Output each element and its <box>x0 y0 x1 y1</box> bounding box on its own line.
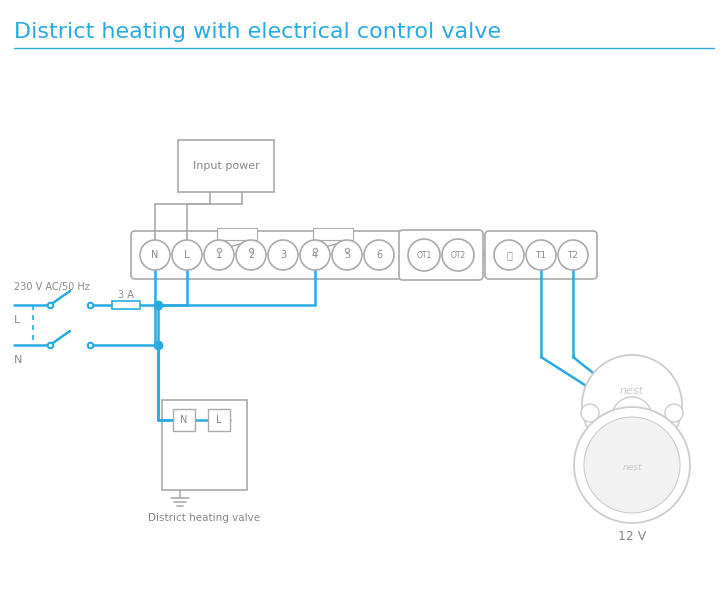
Text: 230 V AC/50 Hz: 230 V AC/50 Hz <box>14 282 90 292</box>
FancyBboxPatch shape <box>217 228 257 240</box>
Text: 3: 3 <box>280 250 286 260</box>
FancyBboxPatch shape <box>208 409 230 431</box>
Circle shape <box>574 407 690 523</box>
Text: OT2: OT2 <box>451 251 466 260</box>
Text: L: L <box>184 250 190 260</box>
Circle shape <box>581 404 599 422</box>
Text: 12 V: 12 V <box>618 530 646 544</box>
Text: N: N <box>181 415 188 425</box>
FancyBboxPatch shape <box>112 301 140 309</box>
Circle shape <box>442 239 474 271</box>
Text: 1: 1 <box>216 250 222 260</box>
Text: 3 A: 3 A <box>118 290 134 300</box>
Text: L: L <box>216 415 222 425</box>
FancyBboxPatch shape <box>178 140 274 192</box>
Circle shape <box>172 240 202 270</box>
Circle shape <box>494 240 524 270</box>
Circle shape <box>526 240 556 270</box>
Circle shape <box>582 355 682 455</box>
Text: T2: T2 <box>568 251 579 260</box>
Text: nest: nest <box>622 463 642 472</box>
Text: District heating with electrical control valve: District heating with electrical control… <box>14 22 501 42</box>
Circle shape <box>364 240 394 270</box>
Circle shape <box>204 240 234 270</box>
FancyBboxPatch shape <box>485 231 597 279</box>
Circle shape <box>332 240 362 270</box>
FancyBboxPatch shape <box>173 409 195 431</box>
Circle shape <box>665 404 683 422</box>
Text: nest: nest <box>620 386 644 396</box>
Circle shape <box>268 240 298 270</box>
Text: 2: 2 <box>248 250 254 260</box>
Text: 4: 4 <box>312 250 318 260</box>
Text: 5: 5 <box>344 250 350 260</box>
Text: T1: T1 <box>535 251 547 260</box>
Text: ⏚: ⏚ <box>506 250 512 260</box>
FancyBboxPatch shape <box>313 228 353 240</box>
Circle shape <box>236 240 266 270</box>
Text: 6: 6 <box>376 250 382 260</box>
Text: N: N <box>14 355 23 365</box>
Circle shape <box>140 240 170 270</box>
Text: N: N <box>151 250 159 260</box>
FancyBboxPatch shape <box>131 231 403 279</box>
Text: OT1: OT1 <box>416 251 432 260</box>
Circle shape <box>612 397 652 437</box>
Circle shape <box>558 240 588 270</box>
Text: Input power: Input power <box>193 161 259 171</box>
Circle shape <box>300 240 330 270</box>
Text: District heating valve: District heating valve <box>149 513 261 523</box>
FancyBboxPatch shape <box>162 400 247 490</box>
FancyBboxPatch shape <box>399 230 483 280</box>
Text: L: L <box>14 315 20 325</box>
Circle shape <box>584 417 680 513</box>
Circle shape <box>408 239 440 271</box>
